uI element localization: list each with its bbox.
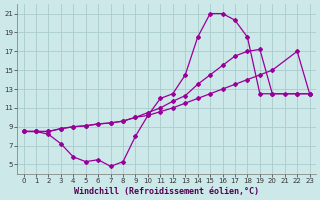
X-axis label: Windchill (Refroidissement éolien,°C): Windchill (Refroidissement éolien,°C): [74, 187, 259, 196]
